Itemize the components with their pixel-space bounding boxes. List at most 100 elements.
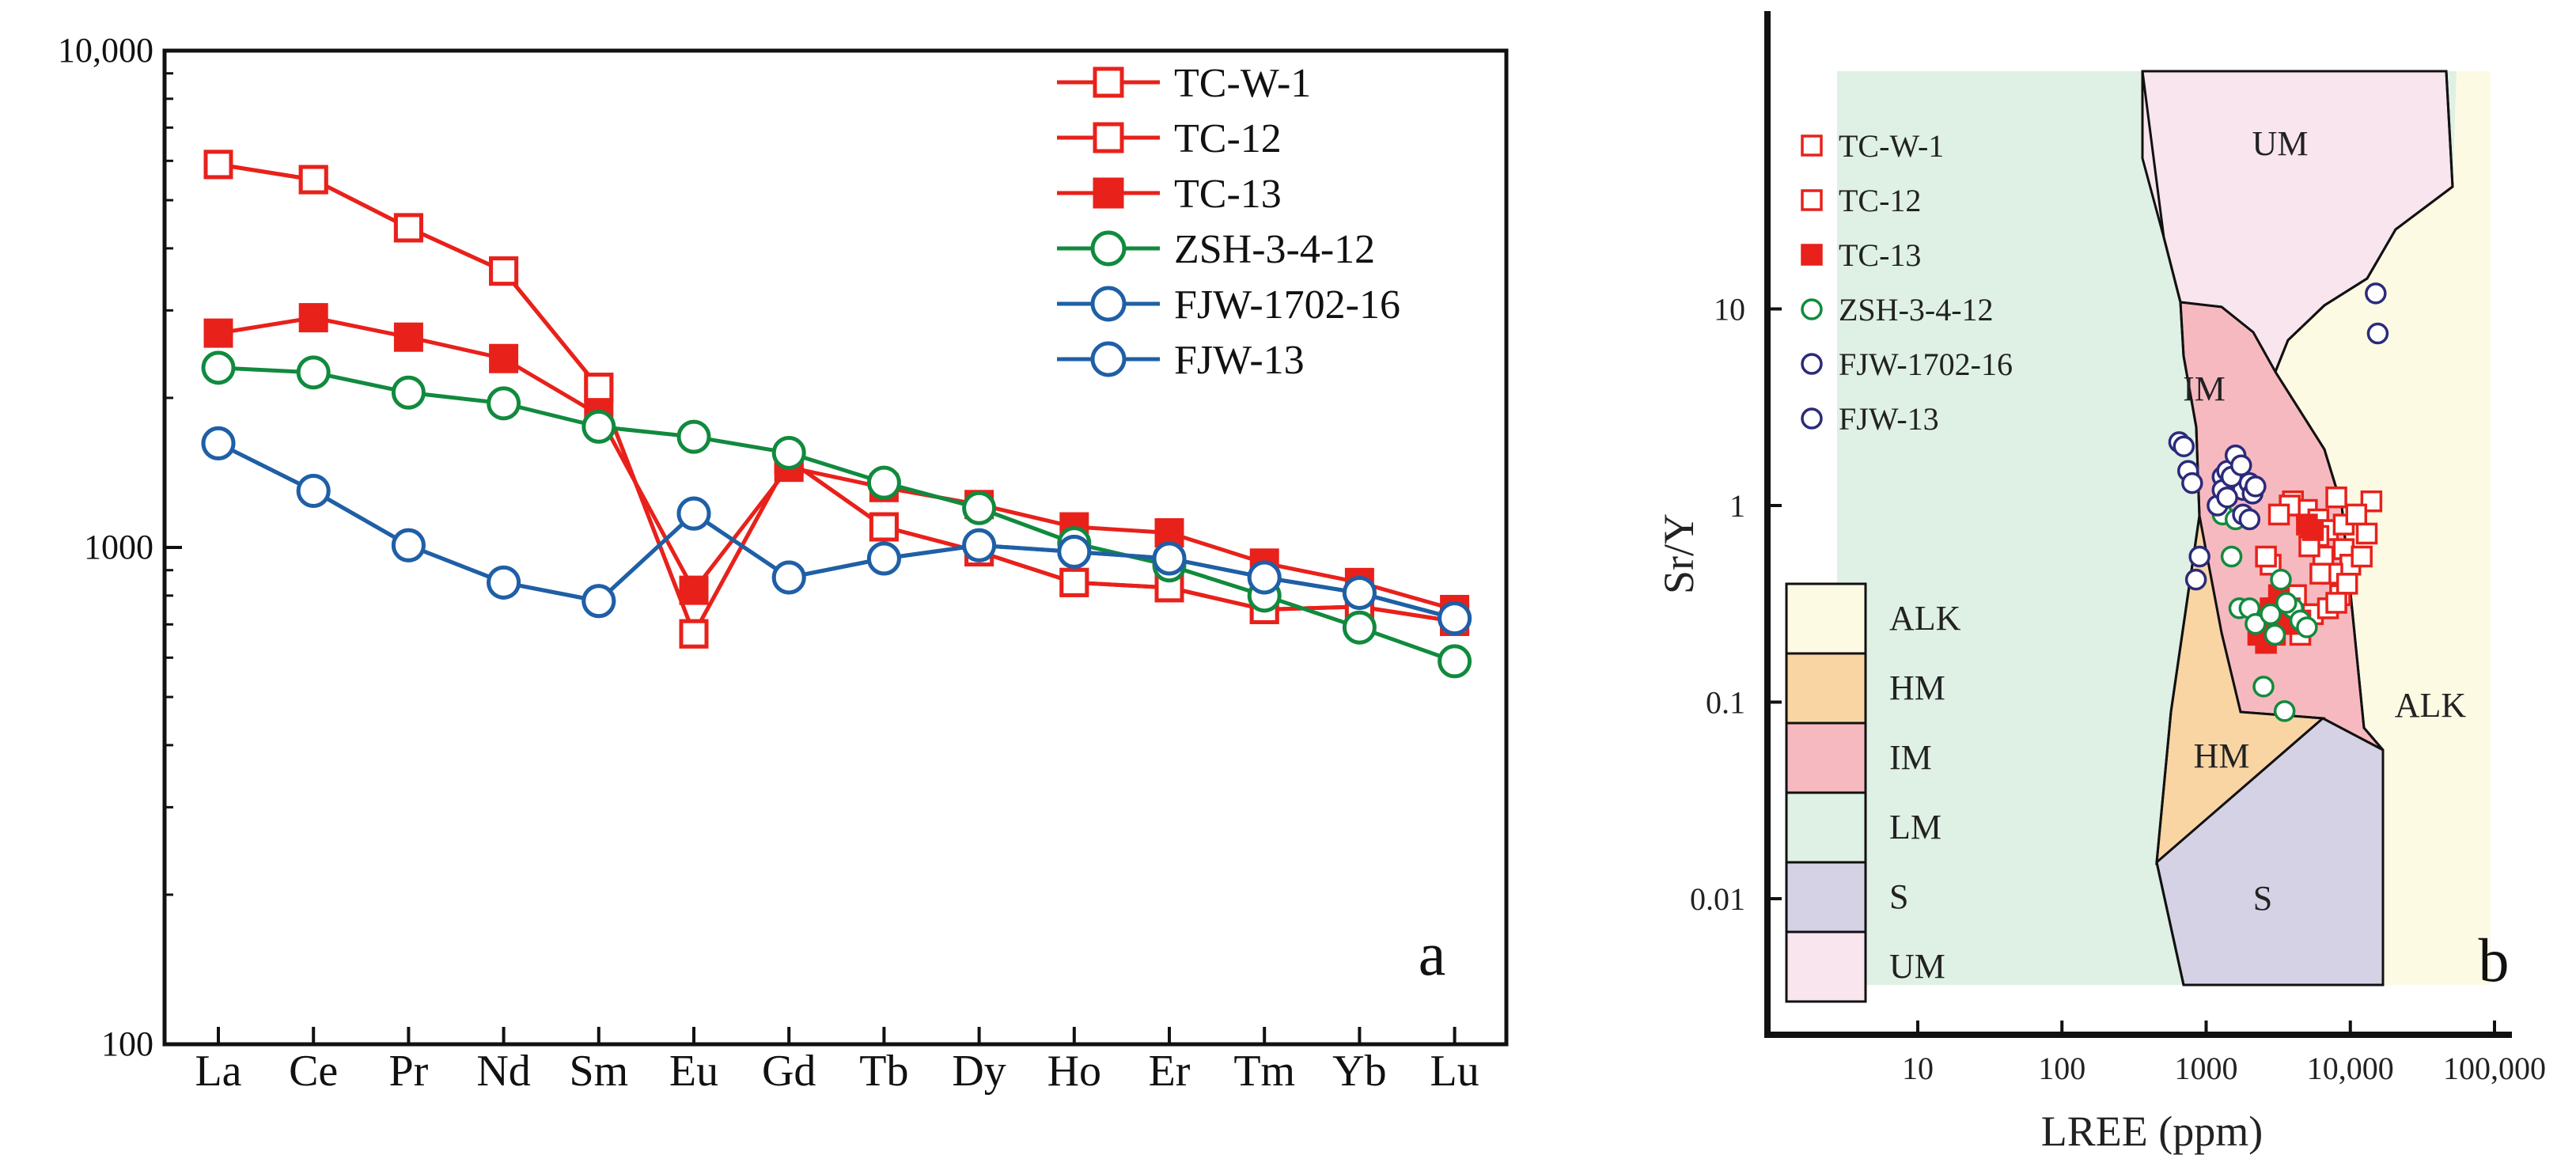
panel-b-axes [1764,11,2512,1038]
data-point [2345,503,2368,526]
panel-a-y-ticks: 100 1000 10,000 [58,31,182,1063]
panel-a-plot-frame [162,48,1509,1047]
data-point [1057,535,1092,570]
data-point [487,565,521,600]
panel-a-ree-pattern-chart: 100 1000 10,000 La Ce Pr Nd Sm Eu Gd Tb Dy Ho Er Tm Yb… [58,31,1509,1096]
field-legend-label-um: UM [1889,947,1945,986]
data-point [2365,282,2387,305]
series-tc-12 [203,150,1470,649]
legend-label-zsh-3-4-12: ZSH-3-4-12 [1174,227,1375,272]
data-point [2188,545,2210,568]
legend-marker [1093,122,1124,153]
data-point [1342,575,1377,610]
y-tick-label-0-1: 0.1 [1706,685,1745,721]
legend-label-fjw-13: FJW-13 [1174,338,1305,383]
data-point [2296,513,2318,536]
data-point [203,318,233,348]
data-point [2325,486,2347,509]
legend-label-tc-w-1: TC-W-1 [1174,61,1311,106]
data-point [1342,610,1377,645]
legend-item-tc-12: TC-12 [1801,183,1921,218]
field-legend-label-im: IM [1889,738,1932,777]
data-point [487,386,521,421]
data-point [296,473,331,508]
x-tick-label-eu: Eu [669,1047,718,1096]
data-point [2252,676,2275,698]
data-point [869,512,899,542]
data-point [2335,573,2358,595]
data-point [676,496,711,531]
legend-item-fjw-13: FJW-13 [1801,401,1939,437]
legend-label-fjw-1702-16: FJW-1702-16 [1174,282,1400,328]
data-point [2270,568,2292,591]
data-point [2267,503,2290,526]
field-legend-item-alk: ALK [1785,582,1961,655]
legend-item-tc-13: TC-13 [1057,172,1282,217]
data-point [2255,545,2277,568]
field-legend-swatch [1785,582,1867,655]
y-tick-label-1000: 1000 [84,528,153,566]
series-line-tc-13 [218,316,1456,612]
y-tick-label-1: 1 [1729,488,1745,524]
y-tick-label-0-01: 0.01 [1690,881,1745,917]
field-legend-label-s: S [1889,877,1908,916]
data-point [581,584,616,619]
field-label-im: IM [2183,369,2226,408]
legend-marker [1093,177,1124,209]
x-tick-label-pr: Pr [389,1047,429,1096]
legend-marker [1801,353,1823,375]
legend-marker [1801,134,1823,157]
data-point [489,256,519,286]
data-point [2351,545,2373,568]
data-point [679,619,709,649]
field-legend-swatch [1785,861,1867,934]
field-boundary-left [2141,70,2201,986]
field-label-s: S [2253,879,2272,918]
legend-item-fjw-1702-16: FJW-1702-16 [1057,282,1400,328]
data-point [1152,541,1187,576]
data-point [203,150,233,180]
legend-item-zsh-3-4-12: ZSH-3-4-12 [1801,292,1994,328]
data-point [2230,454,2252,477]
legend-item-zsh-3-4-12: ZSH-3-4-12 [1057,227,1375,272]
y-tick-label-10: 10 [1714,292,1745,328]
panel-b-field-labels: UM IM HM S ALK [2183,124,2466,918]
legend-marker [1090,341,1127,377]
field-alk [2275,71,2491,985]
data-point [296,355,331,390]
data-point [2273,700,2296,722]
data-point [1438,601,1472,636]
field-legend-item-hm: HM [1785,652,1945,725]
legend-item-fjw-13: FJW-13 [1057,338,1305,383]
field-legend-label-hm: HM [1889,668,1945,707]
data-point [393,213,423,243]
x-tick-label-gd: Gd [762,1047,816,1096]
legend-marker [1801,244,1823,266]
data-point [2173,435,2195,457]
data-point [771,560,806,595]
x-tick-label-ho: Ho [1047,1047,1101,1096]
x-tick-label-dy: Dy [952,1047,1006,1096]
data-point [962,528,997,562]
legend-item-tc-w-1: TC-W-1 [1057,61,1311,106]
legend-label-tc-12: TC-12 [1839,183,1921,218]
x-tick-label-tm: Tm [1233,1047,1295,1096]
data-point [298,303,328,333]
data-point [2220,545,2243,568]
x-tick-label-nd: Nd [476,1047,530,1096]
field-legend-swatch [1785,791,1867,864]
x-tick-label-100-000: 100,000 [2443,1051,2546,1086]
data-point [201,350,236,385]
data-point [866,465,901,500]
panel-b-label: b [2479,926,2510,994]
legend-label-tc-w-1: TC-W-1 [1839,128,1944,164]
legend-item-tc-w-1: TC-W-1 [1801,128,1944,164]
legend-label-zsh-3-4-12: ZSH-3-4-12 [1839,292,1994,328]
panel-b-x-axis-label: LREE (ppm) [2041,1108,2263,1155]
data-point [2260,603,2282,626]
data-point [679,575,709,605]
data-point [2296,616,2318,638]
legend-marker [1801,407,1823,430]
x-tick-label-10-000: 10,000 [2307,1051,2394,1086]
